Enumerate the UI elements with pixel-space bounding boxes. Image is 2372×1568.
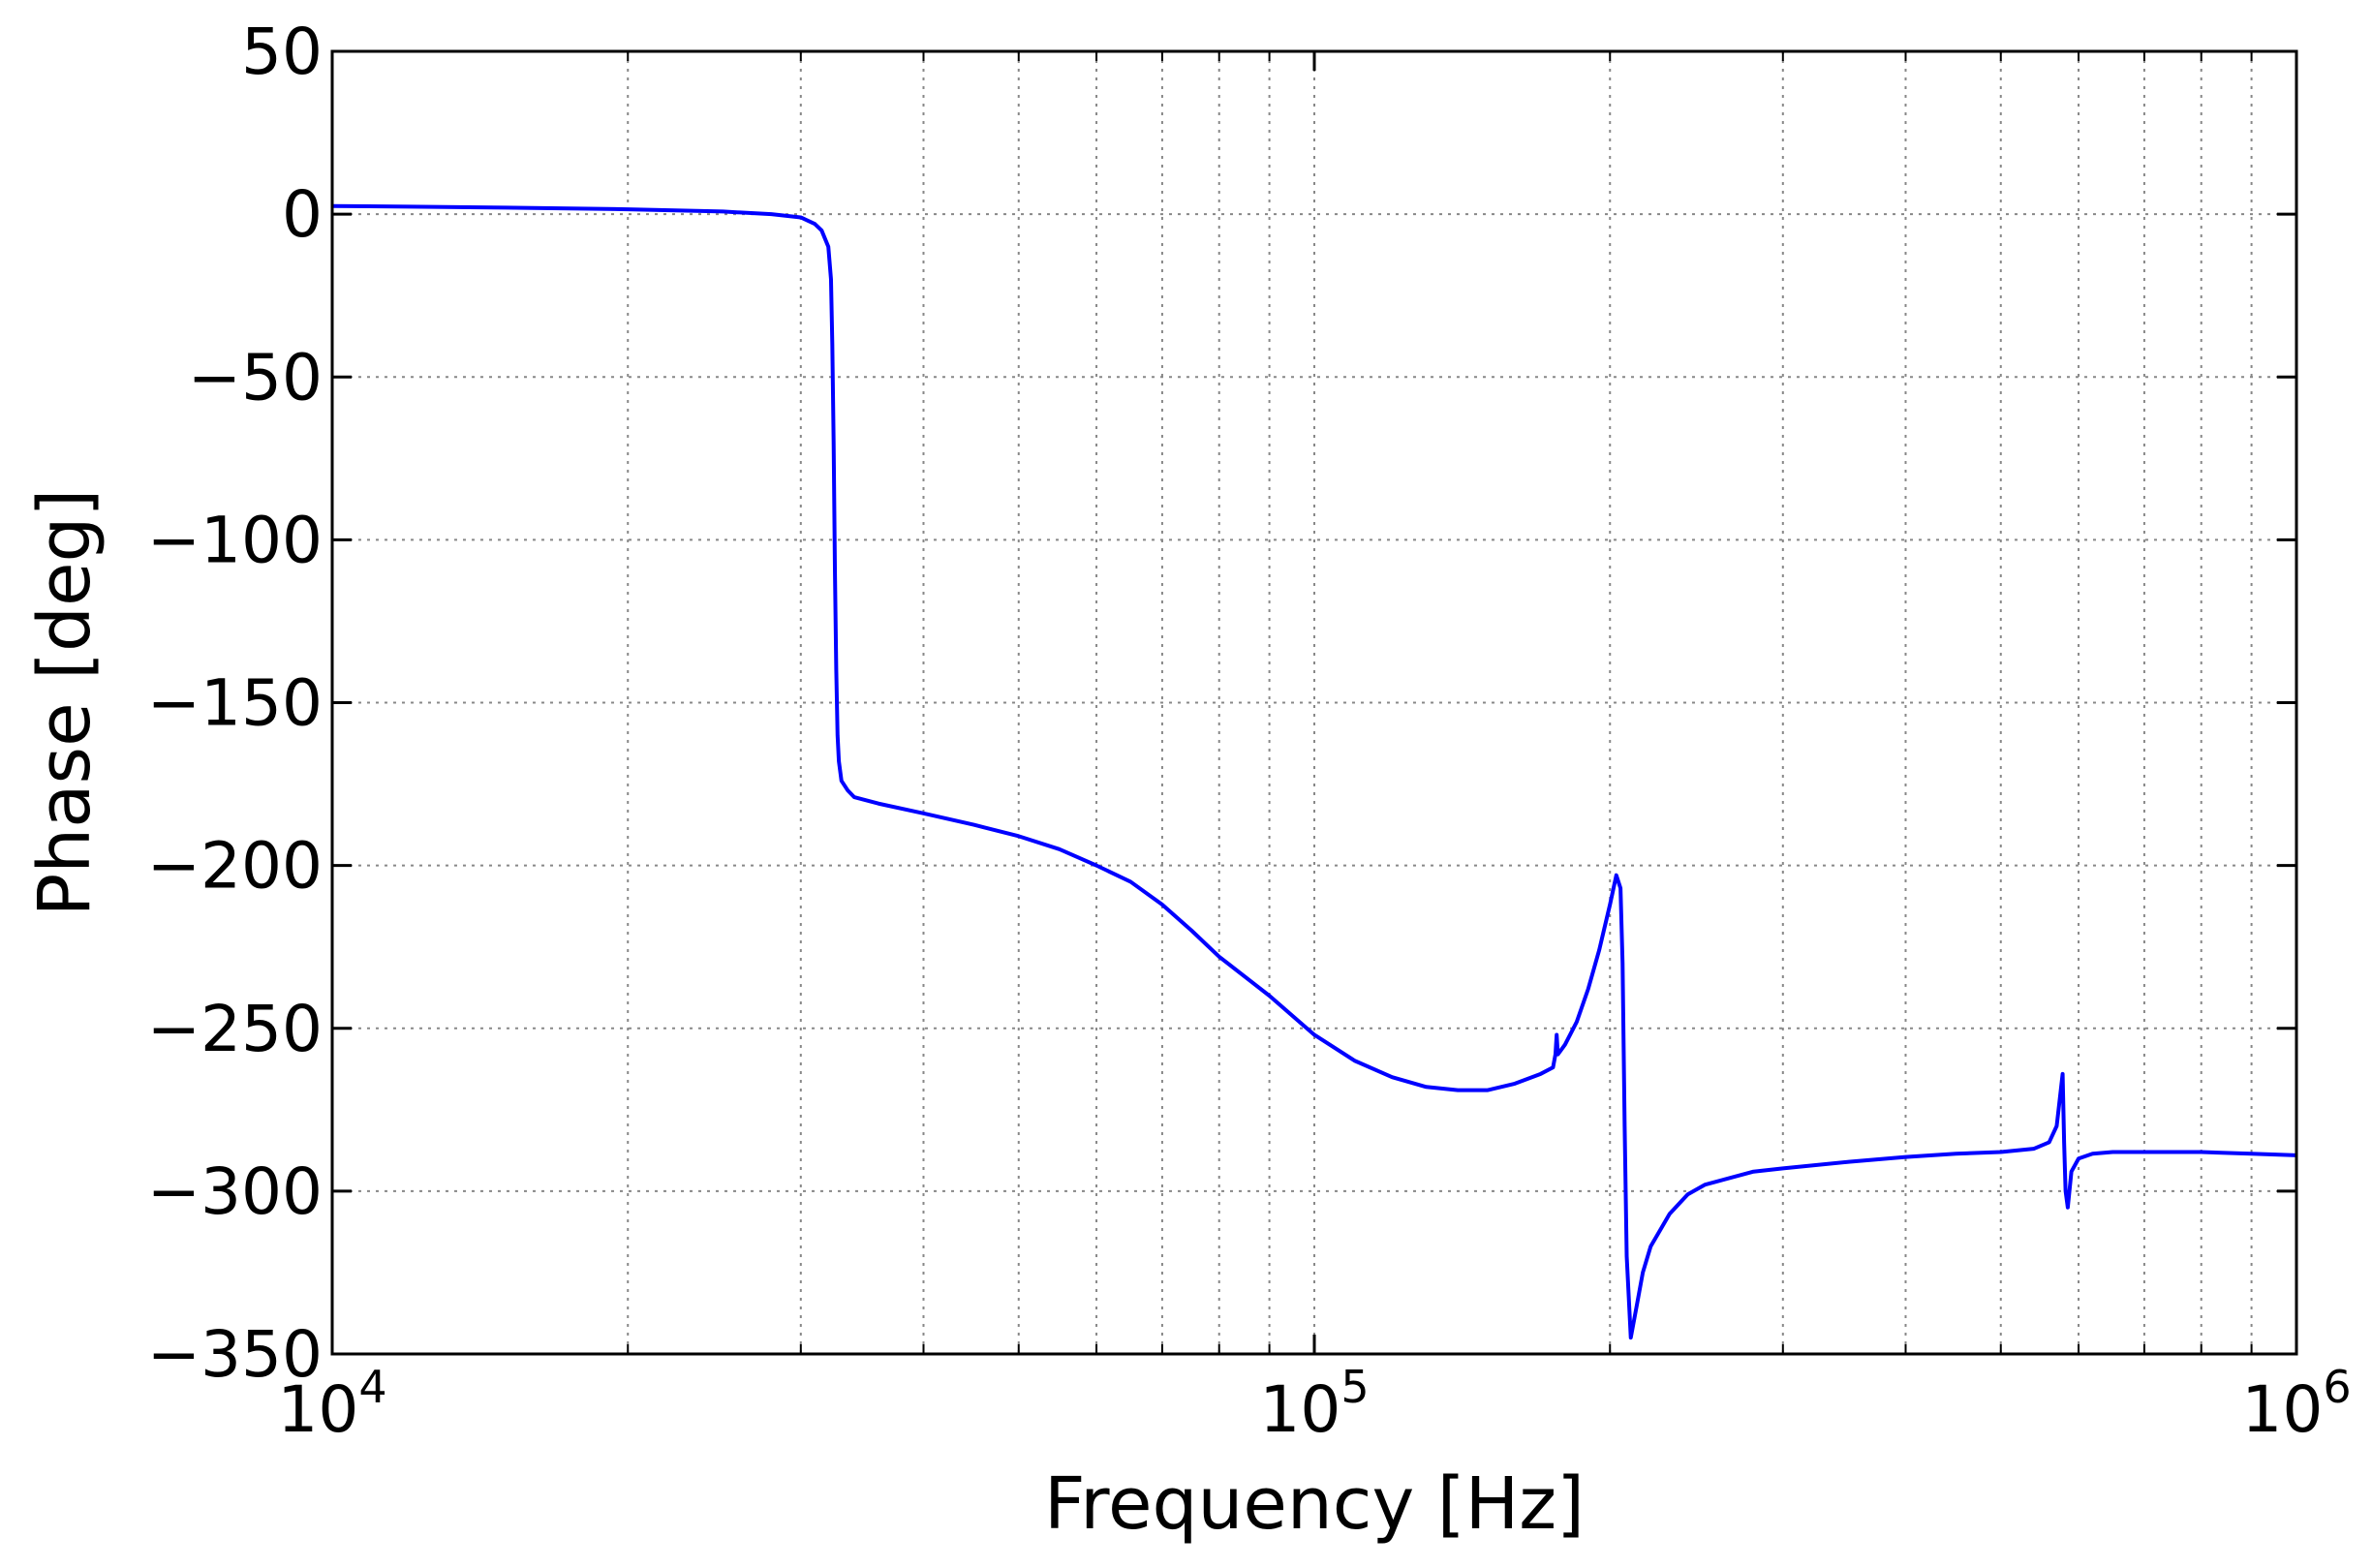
y-axis-label: Phase [deg] <box>23 489 107 917</box>
x-tick-label: 104 <box>277 1361 386 1447</box>
series-group <box>331 203 2297 1340</box>
y-tick-labels: 50 0 −50 −100 −150 −200 −250 −300 −350 <box>147 15 323 1392</box>
y-tick-label: 0 <box>282 177 323 252</box>
x-tick-label: 105 <box>1259 1361 1369 1447</box>
y-tick-label: −50 <box>188 340 323 415</box>
y-tick-label: −200 <box>147 829 323 904</box>
y-tick-label: −300 <box>147 1154 323 1229</box>
x-tick-labels: 104 105 106 <box>277 1361 2351 1447</box>
x-axis-label: Frequency [Hz] <box>1044 1462 1585 1546</box>
y-tick-label: −250 <box>147 992 323 1066</box>
x-tick-label: 106 <box>2241 1361 2351 1447</box>
tick-marks <box>330 49 2298 1356</box>
y-tick-label: −150 <box>147 666 323 741</box>
series-line <box>331 203 2297 1340</box>
y-tick-label: 50 <box>241 15 323 89</box>
y-tick-label: −100 <box>147 503 323 577</box>
y-tick-label: −350 <box>147 1317 323 1392</box>
